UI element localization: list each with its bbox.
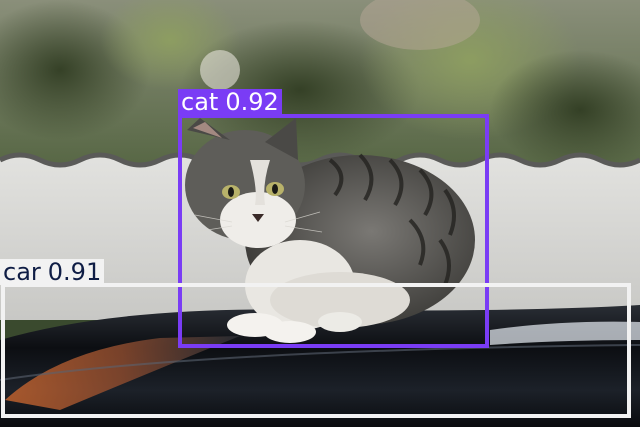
cat-detection-label: cat 0.92 xyxy=(178,89,282,115)
car-detection-box xyxy=(1,283,631,418)
car-detection-label: car 0.91 xyxy=(0,258,105,286)
car-detection-class: car xyxy=(3,258,41,286)
cat-detection-box xyxy=(178,114,489,348)
car-detection-score: 0.91 xyxy=(47,258,102,286)
cat-detection-class: cat xyxy=(181,88,219,116)
cat-detection-score: 0.92 xyxy=(225,88,279,116)
